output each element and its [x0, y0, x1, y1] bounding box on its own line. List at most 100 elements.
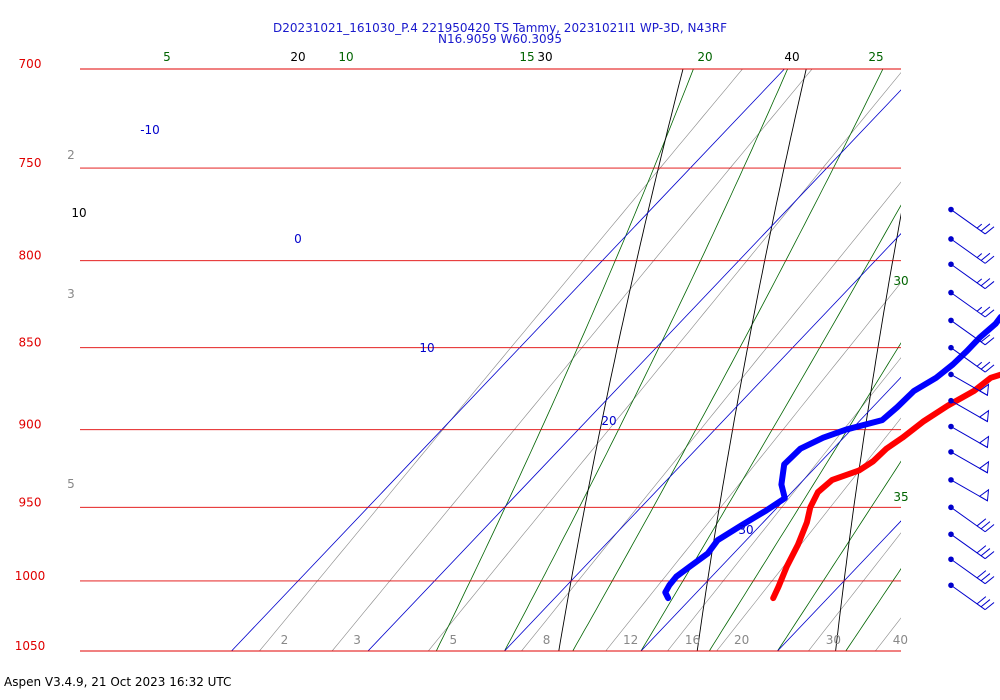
dry-adiabat-line — [696, 69, 807, 651]
isotherm-label: 10 — [419, 341, 434, 355]
wind-barb — [948, 477, 990, 502]
wind-barb-flag — [984, 309, 995, 318]
pressure-tick-label: 950 — [19, 495, 42, 509]
wind-barb-pennant — [978, 409, 990, 423]
mixing-ratio-line — [331, 69, 813, 651]
wind-barb-flag — [984, 551, 995, 560]
wind-barb — [948, 289, 995, 318]
dry-adiabat-line — [835, 212, 901, 651]
wind-barb-flag — [976, 518, 987, 527]
wind-barb — [948, 317, 995, 346]
isotherm-line — [231, 69, 785, 651]
wind-barb-flag — [984, 255, 995, 264]
mixing-ratio-line — [605, 282, 901, 651]
chart-title: D20231021_161030_P.4 221950420 TS Tammy,… — [272, 21, 728, 35]
mixing-ratio-label: 20 — [734, 633, 749, 647]
wind-barb — [948, 504, 995, 533]
wind-barb-half-flag — [976, 223, 983, 229]
pressure-tick-label: 700 — [19, 57, 42, 71]
isotherm-line — [777, 520, 901, 651]
mixing-ratio-label: 5 — [449, 633, 457, 647]
wind-barb — [948, 423, 990, 449]
dry-adiabat-label: 30 — [537, 50, 552, 64]
pressure-tick-label: 800 — [19, 249, 42, 263]
mixing-ratio-label: 3 — [353, 633, 361, 647]
mixing-ratio-lines — [259, 69, 901, 651]
wind-barb-flag — [984, 281, 995, 290]
wind-barb-flag — [980, 361, 991, 370]
software-version-footer: Aspen V3.4.9, 21 Oct 2023 16:32 UTC — [4, 675, 232, 689]
wind-barb — [948, 371, 990, 397]
wind-barb-flag — [980, 334, 991, 343]
mixing-ratio-label: 2 — [281, 633, 289, 647]
isobars — [80, 68, 901, 652]
wind-barb-staff — [950, 558, 986, 585]
pressure-tick-label: 750 — [19, 156, 42, 170]
dry-adiabat-label: 10 — [71, 206, 86, 220]
wind-barb-flag — [984, 337, 995, 346]
dry-adiabats — [558, 69, 1000, 651]
moist-adiabat-label: 5 — [163, 50, 171, 64]
wind-barb-flag — [980, 223, 991, 232]
dry-adiabat-line — [558, 69, 684, 651]
isotherm-label: 0 — [294, 232, 302, 246]
wind-barb-flag — [976, 545, 987, 554]
wind-barb-flag — [984, 524, 995, 533]
mixing-ratio-line — [667, 357, 901, 651]
mixing-ratio-label: 12 — [623, 633, 638, 647]
mixing-ratio-line — [259, 69, 743, 651]
mixing-ratio-side-label: 2 — [67, 148, 75, 162]
moist-adiabat-label: 25 — [868, 50, 883, 64]
wind-barb-staff — [950, 238, 986, 264]
wind-barb-flag — [976, 596, 987, 605]
wind-barb — [948, 397, 990, 423]
wind-barb-staff — [950, 533, 986, 560]
wind-barb-half-flag — [976, 253, 983, 258]
temperature-trace — [770, 371, 1000, 602]
mixing-ratio-label: 8 — [543, 633, 551, 647]
wind-barb-pennant — [978, 488, 990, 502]
wind-barb-flag — [980, 548, 991, 557]
dry-adiabat-line — [974, 69, 1000, 651]
wind-barb — [948, 344, 995, 373]
dewpoint-trace — [662, 313, 1000, 602]
mixing-ratio-side-label: 5 — [67, 477, 75, 491]
wind-barb-pennant — [978, 383, 990, 397]
moist-adiabat-label: 20 — [697, 50, 712, 64]
wind-barb-staff — [950, 320, 986, 346]
wind-barb-flag — [980, 278, 991, 287]
pressure-tick-label: 900 — [19, 418, 42, 432]
wind-barb-flag — [984, 364, 995, 373]
moist-adiabat-line — [504, 69, 788, 651]
mixing-ratio-label: 16 — [685, 633, 700, 647]
wind-barb — [948, 206, 995, 235]
moist-adiabat-line — [435, 69, 694, 651]
mixing-ratio-label: 40 — [893, 633, 908, 647]
dry-adiabat-label: 20 — [290, 50, 305, 64]
wind-barb — [948, 261, 995, 290]
sounding-traces — [662, 313, 1000, 602]
isotherms — [231, 69, 901, 651]
wind-barb-flag — [984, 602, 995, 611]
wind-barb — [948, 582, 995, 611]
wind-barb-pennant — [978, 460, 990, 474]
isotherm-line — [640, 376, 901, 651]
chart-subtitle: N16.9059 W60.3095 — [438, 32, 562, 46]
wind-barb-flag — [980, 599, 991, 608]
wind-barb-flag — [980, 573, 991, 582]
isotherm-label: 20 — [601, 414, 616, 428]
moist-adiabat-label: 10 — [338, 50, 353, 64]
isotherm-line — [367, 89, 901, 651]
wind-barb-half-flag — [976, 361, 983, 367]
mixing-ratio-line — [521, 181, 901, 651]
mixing-ratio-line — [875, 617, 901, 651]
wind-barb-staff — [950, 292, 986, 318]
moist-adiabat-line — [572, 69, 884, 651]
wind-barb-staff — [950, 263, 986, 290]
pressure-tick-label: 850 — [19, 336, 42, 350]
moist-adiabat-line — [708, 342, 901, 651]
wind-barb-staff — [950, 209, 986, 235]
wind-barb — [948, 531, 995, 560]
wind-barb-flag — [980, 521, 991, 530]
